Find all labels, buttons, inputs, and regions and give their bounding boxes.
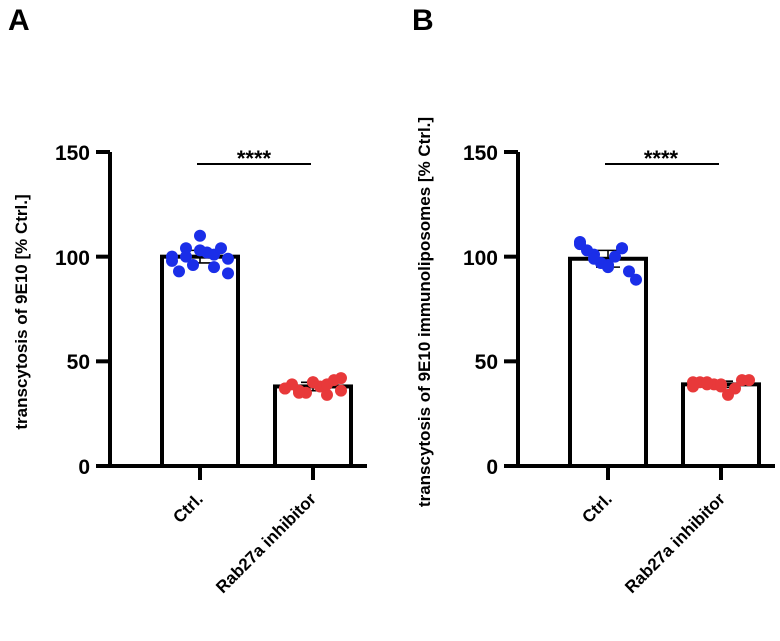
- panel-b: B transcytosis of 9E10 immunoliposomes […: [412, 4, 775, 597]
- x-tick-label-a-rab27a: Rab27a inhibitor: [212, 489, 320, 597]
- data-point-a-0-8: [215, 242, 227, 255]
- data-point-a-0-4: [222, 252, 234, 265]
- bar-a-1: [273, 384, 353, 469]
- data-point-b-0-4: [630, 273, 642, 286]
- data-point-b-1-7: [722, 388, 734, 401]
- data-point-a-0-5: [173, 265, 185, 278]
- data-point-a-0-2: [194, 229, 206, 242]
- bar-b-0: [568, 256, 648, 469]
- x-tick-label-a-ctrl: Ctrl.: [169, 489, 206, 526]
- y-tick-label-a-100: 100: [55, 247, 90, 270]
- data-point-b-0-12: [616, 242, 628, 255]
- data-point-a-1-13: [335, 384, 347, 397]
- data-point-a-0-10: [180, 250, 192, 263]
- y-tick-label-b-50: 50: [475, 351, 498, 374]
- significance-label-a: ****: [237, 146, 272, 171]
- bar-b-1: [681, 382, 761, 468]
- data-point-b-1-10: [701, 376, 713, 389]
- data-point-a-1-3: [321, 388, 333, 401]
- y-tick-label-b-150: 150: [463, 142, 498, 165]
- data-point-b-0-11: [602, 261, 614, 274]
- data-point-a-0-1: [180, 242, 192, 255]
- data-point-a-0-11: [194, 244, 206, 257]
- significance-label-b: ****: [644, 146, 679, 171]
- data-point-a-0-6: [187, 259, 199, 272]
- data-point-a-1-12: [321, 378, 333, 391]
- data-point-b-0-10: [588, 252, 600, 265]
- y-axis-title-a: transcytosis of 9E10 [% Ctrl.]: [12, 194, 31, 429]
- panel-label-b: B: [412, 4, 434, 37]
- y-axis-title-b: transcytosis of 9E10 immunoliposomes [% …: [415, 117, 434, 507]
- data-point-a-1-11: [307, 376, 319, 389]
- data-point-b-0-8: [623, 265, 635, 278]
- panel-label-a: A: [8, 4, 30, 37]
- x-tick-label-b-ctrl: Ctrl.: [578, 489, 615, 526]
- data-point-b-0-7: [609, 250, 621, 263]
- y-tick-label-b-100: 100: [463, 247, 498, 270]
- x-tick-label-b-rab27a: Rab27a inhibitor: [621, 489, 729, 597]
- data-point-b-0-9: [574, 238, 586, 251]
- y-tick-label-a-50: 50: [67, 351, 90, 374]
- y-tick-label-a-150: 150: [55, 142, 90, 165]
- panel-a: A transcytosis of 9E10 [% Ctrl.] 0 50 10…: [8, 4, 367, 597]
- data-point-b-1-8: [736, 374, 748, 387]
- data-point-a-0-12: [208, 261, 220, 274]
- bar-a-0: [160, 254, 240, 468]
- y-tick-label-a-0: 0: [78, 456, 90, 479]
- data-point-a-0-9: [166, 254, 178, 267]
- y-tick-label-b-0: 0: [486, 456, 498, 479]
- data-point-a-1-10: [293, 386, 305, 399]
- data-point-b-1-9: [687, 380, 699, 393]
- data-point-a-1-9: [279, 382, 291, 395]
- data-point-a-0-13: [222, 267, 234, 280]
- data-point-b-1-11: [715, 378, 727, 391]
